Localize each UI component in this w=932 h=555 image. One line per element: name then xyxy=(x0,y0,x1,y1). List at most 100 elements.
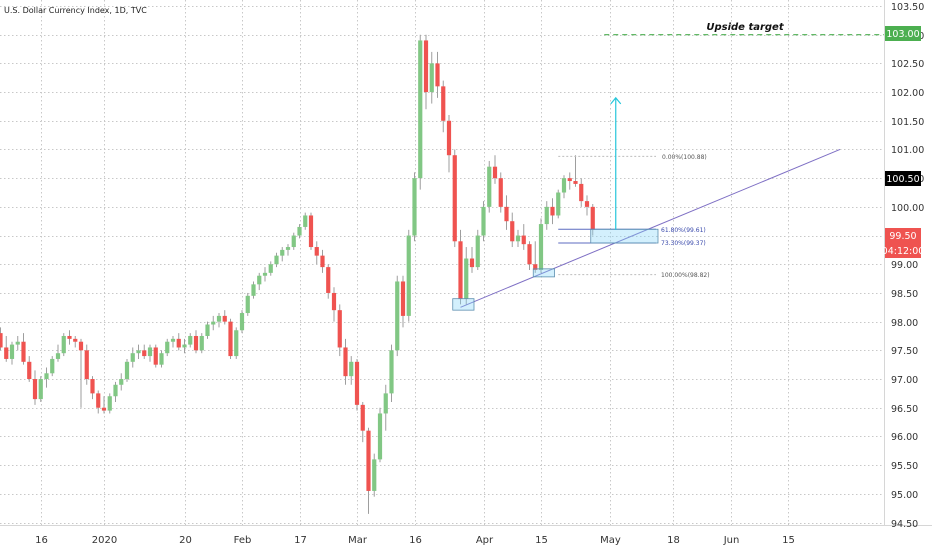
candle-down xyxy=(222,315,227,322)
candle-down xyxy=(360,404,365,431)
candle-down xyxy=(492,166,498,179)
x-tick-label: 15 xyxy=(782,535,795,546)
last-price-badge xyxy=(885,228,921,258)
bar-countdown-text: 04:12:00 xyxy=(882,246,925,257)
price-badges: 103.00 100.50 99.50 04:12:00 xyxy=(882,26,925,258)
candle-up xyxy=(257,275,262,285)
fib-733-label: 73.30%(99.37) xyxy=(661,240,706,247)
candle-down xyxy=(521,235,526,245)
support-zone xyxy=(532,268,555,278)
y-tick-label: 97.50 xyxy=(891,346,918,357)
candle-up xyxy=(372,459,377,491)
candle-down xyxy=(67,335,72,339)
x-tick-label: May xyxy=(600,535,621,546)
candle-down xyxy=(0,333,3,348)
candle-down xyxy=(96,393,101,408)
candle-up xyxy=(429,63,434,93)
candle-up xyxy=(61,335,66,354)
drawings xyxy=(452,34,884,311)
last-price-text: 99.50 xyxy=(889,231,916,242)
candle-down xyxy=(326,267,331,293)
candle-up xyxy=(285,247,291,250)
support-zone xyxy=(452,298,475,311)
candle-down xyxy=(337,310,342,348)
y-tick-label: 103.50 xyxy=(891,2,924,13)
candle-up xyxy=(188,335,193,345)
candle-down xyxy=(32,379,38,400)
candle-up xyxy=(38,379,43,400)
candle-down xyxy=(331,292,337,311)
candle-up xyxy=(406,235,411,316)
x-tick-label: 18 xyxy=(667,535,680,546)
y-tick-label: 99.00 xyxy=(891,260,918,271)
candle-down xyxy=(90,379,95,394)
y-tick-label: 97.00 xyxy=(891,375,918,386)
current-price-text: 100.50 xyxy=(886,174,919,185)
candle-down xyxy=(573,181,578,184)
candle-up xyxy=(130,353,135,362)
candle-down xyxy=(423,40,429,93)
candle-down xyxy=(527,244,532,265)
candle-up xyxy=(268,264,273,273)
candle-up xyxy=(389,350,394,394)
candle-up xyxy=(251,284,256,296)
trendline xyxy=(460,149,841,308)
y-tick-label: 95.50 xyxy=(891,461,918,472)
candles xyxy=(0,34,595,514)
y-tick-label: 100.00 xyxy=(891,203,924,214)
symbol-title: U.S. Dollar Currency Index, 1D, TVC xyxy=(4,6,147,15)
candle-up xyxy=(159,353,164,365)
candle-down xyxy=(4,347,9,359)
candle-down xyxy=(510,221,515,242)
candle-up xyxy=(274,255,279,265)
candle-up xyxy=(165,341,170,354)
candle-up xyxy=(297,226,302,236)
candle-up xyxy=(515,235,521,242)
candle-down xyxy=(498,178,503,207)
candle-down xyxy=(458,241,463,299)
x-tick-label: Feb xyxy=(234,535,252,546)
x-tick-label: 20 xyxy=(179,535,192,546)
candle-down xyxy=(193,335,199,351)
candle-up xyxy=(487,166,492,207)
candle-down xyxy=(78,341,84,351)
candle-down xyxy=(469,258,475,268)
candle-down xyxy=(343,347,348,377)
candle-down xyxy=(314,247,319,256)
y-tick-label: 101.50 xyxy=(891,117,924,128)
candle-up xyxy=(216,315,222,322)
candle-down xyxy=(228,321,233,357)
candle-up xyxy=(55,353,61,359)
candle-up xyxy=(199,335,204,351)
x-tick-label: 15 xyxy=(535,535,548,546)
candle-up xyxy=(556,192,561,216)
candle-up xyxy=(561,178,567,193)
candle-up xyxy=(280,249,285,256)
candle-down xyxy=(84,350,89,380)
target-price-badge xyxy=(885,26,921,41)
candle-up xyxy=(211,321,216,325)
y-tick-label: 101.00 xyxy=(891,145,924,156)
candle-down xyxy=(354,361,360,405)
x-tick-label: Mar xyxy=(348,535,368,546)
y-tick-label: 96.00 xyxy=(891,432,918,443)
fib-100-label: 100.00%(98.82) xyxy=(661,272,710,279)
candle-down xyxy=(320,255,325,268)
candle-up xyxy=(113,384,118,397)
candle-up xyxy=(538,224,544,270)
candle-up xyxy=(239,313,245,331)
candle-up xyxy=(50,358,55,374)
x-tick-label: 2020 xyxy=(92,535,117,546)
x-tick-label: 16 xyxy=(35,535,48,546)
target-price-text: 103.00 xyxy=(886,29,919,40)
candle-down xyxy=(73,338,78,342)
candle-up xyxy=(349,361,354,377)
candle-down xyxy=(176,338,181,348)
candle-up xyxy=(303,215,308,227)
candle-up xyxy=(15,341,20,345)
candle-up xyxy=(205,324,210,336)
candle-up xyxy=(182,344,187,348)
candle-down xyxy=(550,206,555,216)
